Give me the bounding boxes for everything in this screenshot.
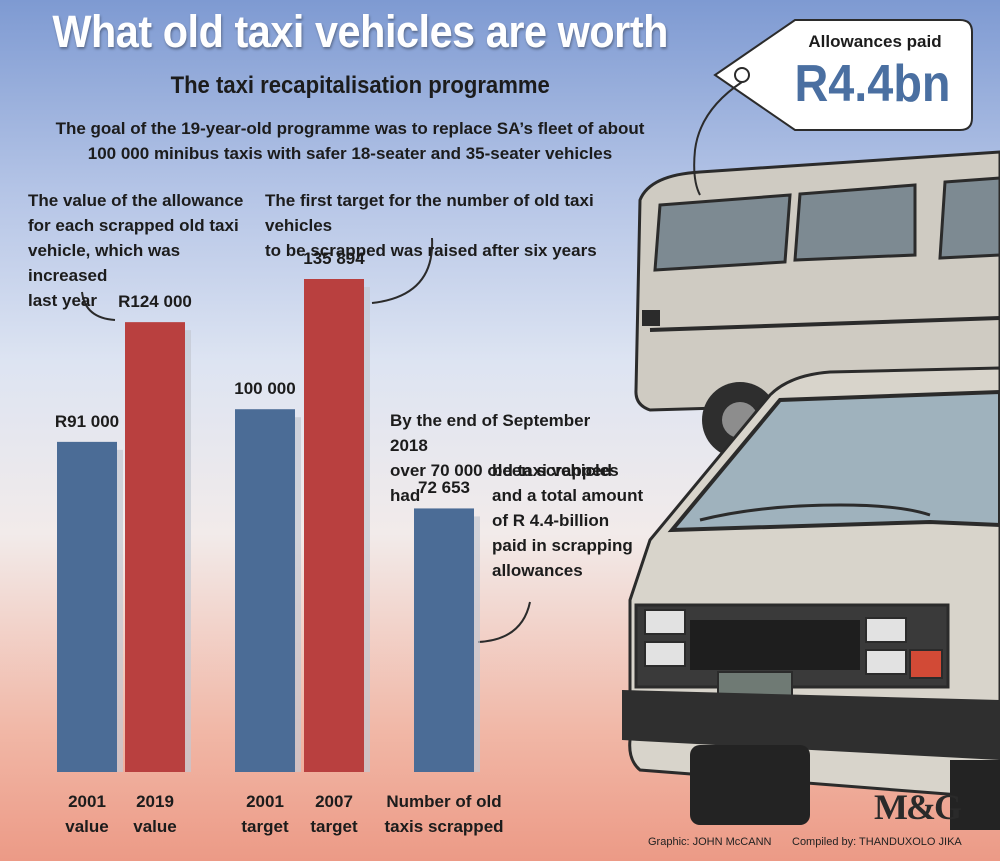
page-title: What old taxi vehicles are worth (52, 6, 668, 57)
bar (304, 279, 364, 772)
note-allowance-line: The value of the allowance (28, 191, 244, 210)
note-scrapped-line: paid in scrapping (492, 536, 633, 555)
tag-value: R4.4bn (794, 55, 951, 113)
category-label-line: target (310, 817, 358, 836)
category-label-line: 2007 (315, 792, 353, 811)
category-label: 2001 target (225, 789, 305, 839)
callout-line-target (371, 237, 434, 304)
note-scrapped-line: been scrapped (492, 461, 612, 480)
note-target-line: to be scrapped was raised after six year… (265, 241, 597, 260)
callout-line-allowance (81, 291, 116, 321)
category-label: 2007 target (294, 789, 374, 839)
bar-value-label: R91 000 (54, 411, 120, 431)
bar (57, 441, 117, 772)
note-scrapped-line: By the end of September 2018 (390, 411, 591, 455)
bar (414, 508, 474, 772)
category-label-line: value (133, 817, 177, 836)
note-scrapped-line: allowances (492, 561, 583, 580)
credit-graphic: Graphic: JOHN McCANN (648, 836, 772, 848)
callout-line-scrapped (477, 601, 531, 643)
front-van (622, 366, 1000, 830)
category-label-line: target (241, 817, 289, 836)
bar-value-label: R124 000 (118, 292, 192, 312)
bar-value-label: 72 653 (418, 478, 470, 498)
category-label: 2001 value (47, 789, 127, 839)
bar-value-label: 100 000 (234, 379, 296, 399)
tag-label: Allowances paid (808, 32, 942, 51)
note-scrapped-line: over 70 000 old taxi vehicles had (390, 461, 619, 505)
page-subtitle: The taxi recapitalisation programme (170, 72, 550, 99)
note-target: The first target for the number of old t… (265, 188, 645, 263)
note-scrapped-continued: been scrapped and a total amount of R 4.… (492, 458, 672, 583)
bar-value-label: 135 894 (303, 249, 365, 268)
note-allowance-line: last year (28, 291, 97, 310)
note-target-line: The first target for the number of old t… (265, 191, 594, 235)
credit-compiled: Compiled by: THANDUXOLO JIKA (792, 836, 962, 848)
rear-van (634, 150, 1000, 458)
note-scrapped-line: of R 4.4-billion (492, 511, 610, 530)
price-tag-shape (693, 19, 973, 196)
category-label-line: value (65, 817, 109, 836)
note-scrapped-line: and a total amount (492, 486, 644, 505)
category-label-line: taxis scrapped (384, 817, 504, 836)
note-allowance-line: for each scrapped old taxi (28, 216, 239, 235)
intro-text: The goal of the 19-year-old programme wa… (40, 116, 660, 166)
mg-logo: M&G (874, 787, 962, 827)
intro-line-1: The goal of the 19-year-old programme wa… (55, 119, 645, 138)
note-allowance-line: vehicle, which was increased (28, 241, 181, 285)
bar (235, 409, 295, 772)
category-label-line: 2001 (246, 792, 284, 811)
category-label: 2019 value (115, 789, 195, 839)
intro-line-2: 100 000 minibus taxis with safer 18-seat… (87, 144, 613, 163)
bar (125, 322, 185, 772)
category-label: Number of old taxis scrapped (379, 789, 509, 839)
category-label-line: 2001 (68, 792, 106, 811)
note-allowance: The value of the allowance for each scra… (28, 188, 253, 313)
category-label-line: 2019 (136, 792, 174, 811)
note-scrapped: By the end of September 2018 over 70 000… (390, 408, 630, 508)
category-label-line: Number of old (386, 792, 502, 811)
